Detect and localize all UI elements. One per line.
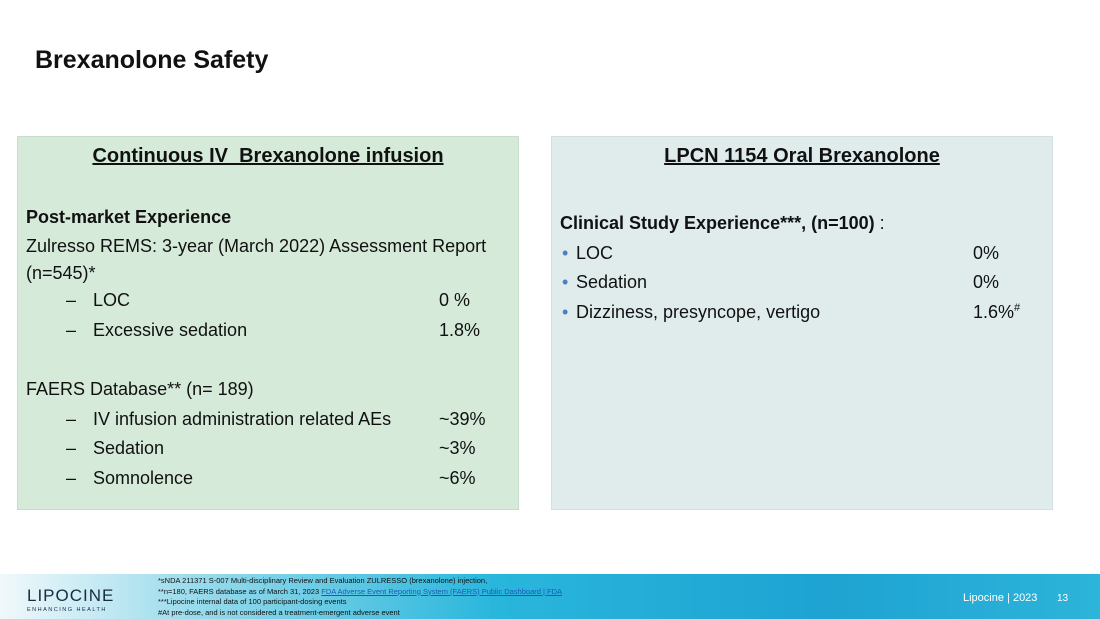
clinical-study-heading: Clinical Study Experience***, (n=100) :	[560, 213, 885, 234]
oral-dizziness-label: Dizziness, presyncope, vertigo	[576, 302, 821, 322]
left-panel-title: Continuous IV Brexanolone infusion	[92, 145, 444, 167]
faers-dashboard-link[interactable]: FDA Adverse Event Reporting System (FAER…	[321, 586, 563, 596]
list-dash: –	[66, 468, 77, 488]
sedation-label: Sedation	[93, 438, 165, 458]
bullet-icon: •	[562, 243, 569, 263]
footnote-mark: #	[1014, 302, 1021, 314]
page-number: 13	[1057, 593, 1069, 604]
oral-sedation-value: 0%	[973, 272, 1000, 292]
footnote-4: #At pre-dose, and is not considered a tr…	[158, 607, 400, 617]
logo-tagline: ENHANCING HEALTH	[27, 607, 107, 613]
list-dash: –	[66, 320, 77, 340]
footer-bar: LIPOCINE ENHANCING HEALTH *sNDA 211371 S…	[0, 574, 1100, 619]
oral-sedation-label: Sedation	[576, 272, 648, 292]
footnote-2: **n=180, FAERS database as of March 31, …	[158, 587, 562, 598]
oral-dizziness-value: 1.6%#	[973, 302, 1020, 323]
list-dash: –	[66, 438, 77, 458]
iv-infusion-panel: Continuous IV Brexanolone infusion Post-…	[17, 136, 519, 510]
rems-report-line1: Zulresso REMS: 3-year (March 2022) Asses…	[26, 236, 487, 256]
clinical-study-heading-suffix: :	[874, 213, 885, 233]
footnote-1: *sNDA 211371 S-007 Multi-disciplinary Re…	[158, 576, 488, 585]
right-panel-title: LPCN 1154 Oral Brexanolone	[664, 145, 940, 167]
slide-title: Brexanolone Safety	[35, 46, 269, 74]
excessive-sedation-label: Excessive sedation	[93, 320, 248, 340]
list-dash: –	[66, 409, 77, 429]
footnote-3: ***Lipocine internal data of 100 partici…	[158, 597, 347, 606]
rems-report-line2: (n=545)*	[26, 263, 96, 283]
somnolence-value: ~6%	[439, 468, 476, 488]
oral-loc-label: LOC	[576, 243, 614, 263]
loc-value: 0 %	[439, 290, 471, 310]
footnote-2-text: **n=180, FAERS database as of March 31, …	[158, 586, 322, 596]
oral-loc-value: 0%	[973, 243, 1000, 263]
iv-infusion-ae-value: ~39%	[439, 409, 486, 429]
oral-brexanolone-panel: LPCN 1154 Oral Brexanolone Clinical Stud…	[551, 136, 1053, 510]
somnolence-label: Somnolence	[93, 468, 194, 488]
bullet-icon: •	[562, 272, 569, 292]
excessive-sedation-value: 1.8%	[439, 320, 481, 340]
oral-dizziness-value-text: 1.6%	[973, 302, 1015, 322]
clinical-study-heading-text: Clinical Study Experience***, (n=100)	[560, 213, 875, 233]
faers-heading: FAERS Database** (n= 189)	[26, 379, 254, 399]
bullet-icon: •	[562, 302, 569, 322]
list-dash: –	[66, 290, 77, 310]
logo-text: LIPOCINE	[27, 586, 115, 605]
lipocine-logo: LIPOCINE ENHANCING HEALTH	[27, 586, 114, 613]
sedation-value: ~3%	[439, 438, 476, 458]
loc-label: LOC	[93, 290, 131, 310]
company-year: Lipocine | 2023	[963, 592, 1038, 604]
iv-infusion-ae-label: IV infusion administration related AEs	[93, 409, 392, 429]
footnotes: *sNDA 211371 S-007 Multi-disciplinary Re…	[158, 576, 562, 618]
post-market-heading: Post-market Experience	[26, 207, 232, 227]
